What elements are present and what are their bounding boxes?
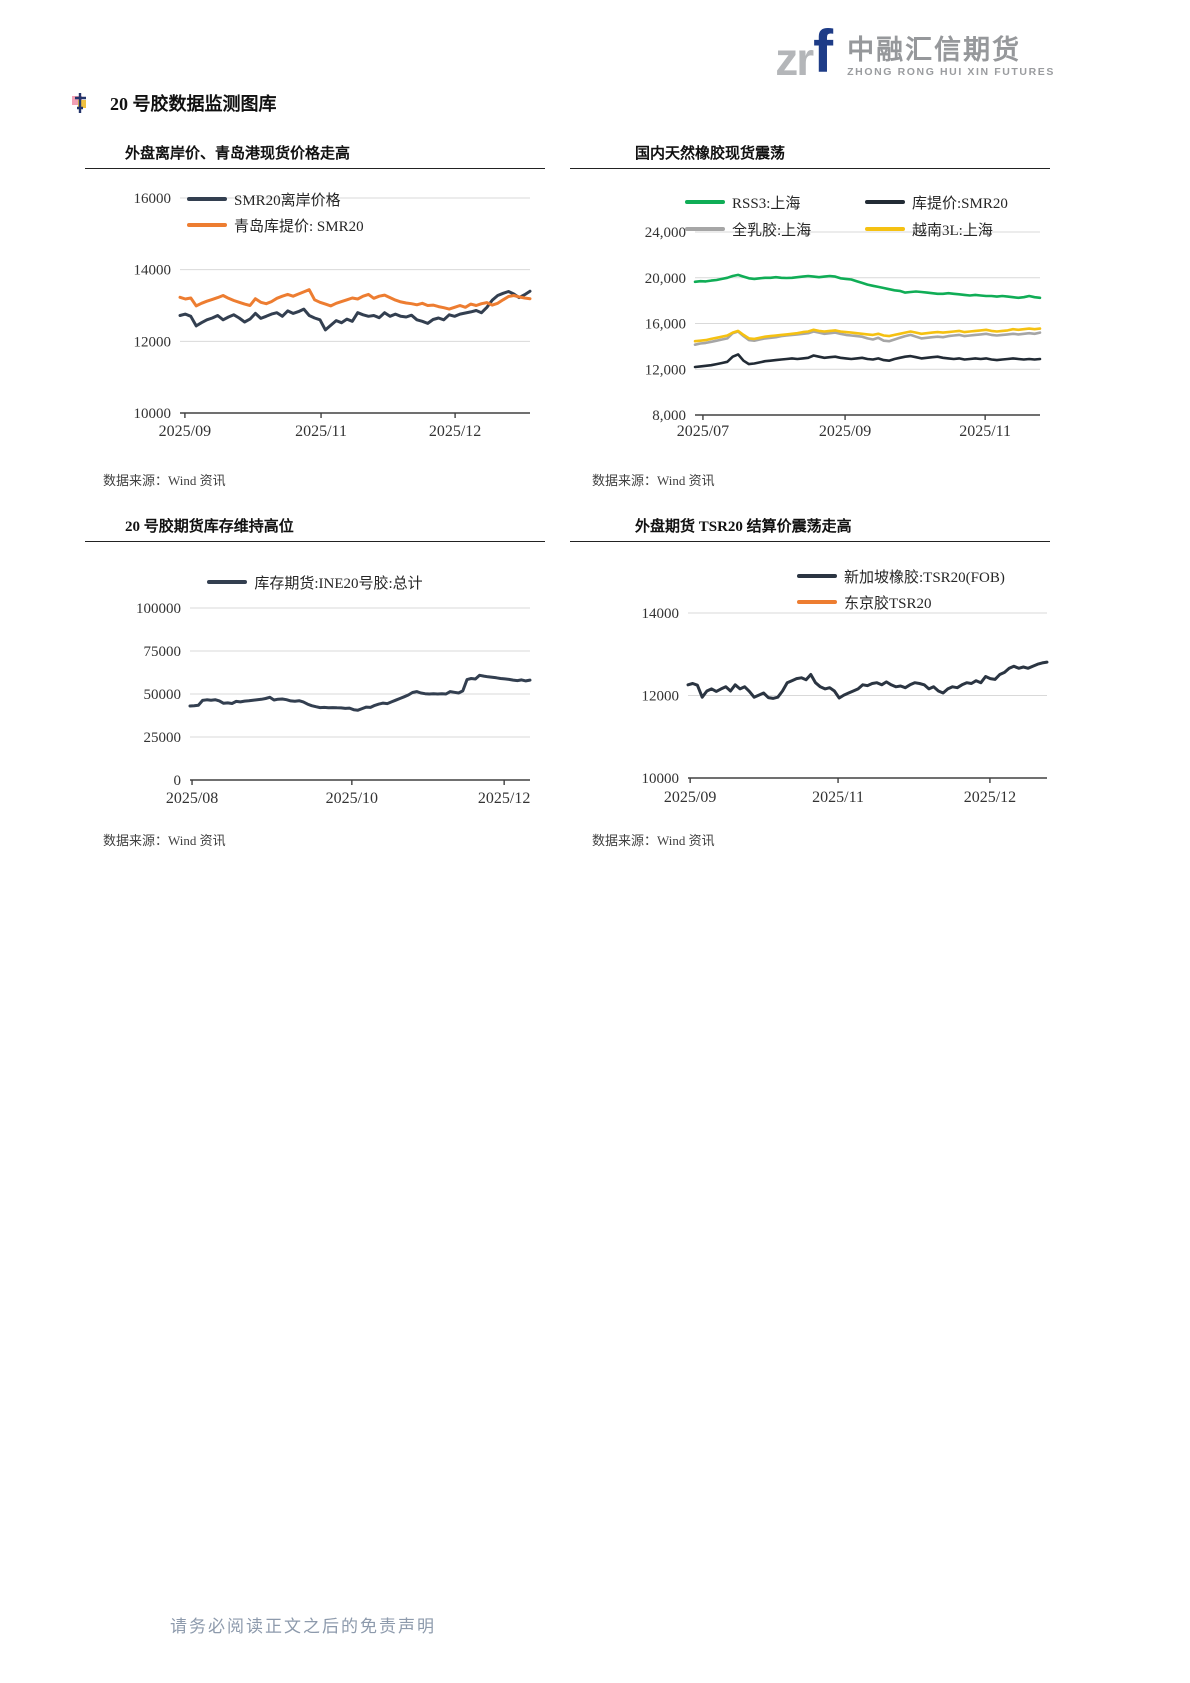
legend-item: 库存期货:INE20号胶:总计 [207, 569, 423, 595]
legend-item: 东京胶TSR20 [797, 589, 1005, 615]
data-source: 数据来源：Wind 资讯 [592, 833, 715, 848]
chart-legend: 新加坡橡胶:TSR20(FOB) 东京胶TSR20 [797, 563, 1005, 615]
legend-swatch [685, 200, 725, 204]
svg-text:10000: 10000 [134, 406, 172, 422]
svg-text:12,000: 12,000 [645, 362, 686, 378]
svg-text:2025/09: 2025/09 [664, 789, 716, 806]
legend-item: 全乳胶:上海 [685, 216, 865, 242]
company-name-en: ZHONG RONG HUI XIN FUTURES [847, 66, 1055, 78]
svg-text:20,000: 20,000 [645, 271, 686, 287]
data-source: 数据来源：Wind 资讯 [103, 833, 226, 848]
legend-item: 青岛库提价: SMR20 [187, 212, 364, 238]
chart-legend: SMR20离岸价格 青岛库提价: SMR20 [187, 186, 364, 238]
svg-text:2025/12: 2025/12 [429, 423, 481, 440]
svg-text:2025/12: 2025/12 [964, 789, 1016, 806]
logo-zrf-icon: zr f [775, 18, 834, 85]
legend-item: 新加坡橡胶:TSR20(FOB) [797, 563, 1005, 589]
logo-wordmark: 中融汇信期货 ZHONG RONG HUI XIN FUTURES [847, 34, 1055, 82]
svg-text:2025/10: 2025/10 [326, 790, 378, 807]
chart-card-ine-inventory: 20 号胶期货库存维持高位 库存期货:INE20号胶:总计 100000 7500… [85, 515, 545, 865]
svg-text:25000: 25000 [144, 730, 182, 746]
svg-text:12000: 12000 [642, 689, 680, 705]
legend-item: SMR20离岸价格 [187, 186, 364, 212]
svg-text:100000: 100000 [136, 601, 181, 617]
data-source: 数据来源：Wind 资讯 [592, 473, 715, 488]
svg-text:14000: 14000 [134, 263, 172, 279]
svg-text:2025/11: 2025/11 [295, 423, 347, 440]
legend-swatch [685, 227, 725, 231]
title-divider [85, 168, 545, 169]
logo-zr-text: zr [775, 33, 814, 85]
legend-swatch [865, 200, 905, 204]
legend-swatch [187, 197, 227, 201]
chart-title: 20 号胶期货库存维持高位 [125, 519, 294, 535]
legend-swatch [865, 227, 905, 231]
section-header: 20 号胶数据监测图库 [70, 90, 277, 116]
section-marker-icon [72, 93, 86, 113]
legend-label: 库提价:SMR20 [912, 195, 1008, 212]
company-name-cn: 中融汇信期货 [847, 34, 1022, 65]
legend-label: SMR20离岸价格 [234, 192, 341, 209]
legend-label: RSS3:上海 [732, 195, 801, 212]
svg-text:50000: 50000 [144, 687, 182, 703]
company-logo: zr f 中融汇信期货 ZHONG RONG HUI XIN FUTURES [775, 18, 1055, 85]
chart-card-tsr20-settlement: 外盘期货 TSR20 结算价震荡走高 新加坡橡胶:TSR20(FOB) 东京胶T… [570, 515, 1050, 865]
svg-text:2025/11: 2025/11 [959, 423, 1011, 440]
svg-text:8,000: 8,000 [652, 408, 686, 424]
legend-label: 库存期货:INE20号胶:总计 [254, 575, 423, 592]
legend-swatch [207, 580, 248, 584]
legend-swatch [187, 223, 227, 227]
svg-text:2025/12: 2025/12 [478, 790, 530, 807]
chart-legend: 库存期货:INE20号胶:总计 [85, 569, 545, 595]
logo-f-text: f [813, 18, 834, 85]
chart-title: 外盘期货 TSR20 结算价震荡走高 [635, 519, 852, 535]
legend-item: 越南3L:上海 [865, 216, 1008, 242]
legend-label: 新加坡橡胶:TSR20(FOB) [844, 569, 1005, 586]
svg-text:14000: 14000 [642, 606, 680, 622]
legend-label: 青岛库提价: SMR20 [234, 218, 364, 235]
svg-text:2025/08: 2025/08 [166, 790, 218, 807]
legend-label: 越南3L:上海 [912, 222, 993, 239]
title-divider [570, 168, 1050, 169]
svg-text:0: 0 [174, 773, 182, 789]
legend-swatch [797, 574, 837, 578]
svg-text:10000: 10000 [642, 771, 680, 787]
chart-legend: RSS3:上海 库提价:SMR20 全乳胶:上海 越南3L:上海 [685, 189, 1008, 243]
line-chart: 14000 12000 10000 2025/09 2025/11 2025/12 [642, 606, 1049, 806]
svg-text:2025/07: 2025/07 [677, 423, 729, 440]
legend-label: 东京胶TSR20 [844, 595, 932, 612]
title-divider [570, 541, 1050, 542]
legend-swatch [797, 600, 837, 604]
chart-card-domestic-spot: 国内天然橡胶现货震荡 RSS3:上海 库提价:SMR20 全乳胶:上海 越南3L… [570, 142, 1050, 502]
legend-item: RSS3:上海 [685, 189, 865, 215]
title-divider [85, 541, 545, 542]
disclaimer-footer: 请务必阅读正文之后的免责声明 [170, 1617, 436, 1636]
chart-card-offshore-qingdao: 外盘离岸价、青岛港现货价格走高 SMR20离岸价格 青岛库提价: SMR20 1… [85, 142, 545, 502]
section-title: 20 号胶数据监测图库 [110, 94, 277, 114]
data-source: 数据来源：Wind 资讯 [103, 473, 226, 488]
svg-text:24,000: 24,000 [645, 225, 686, 241]
svg-text:16000: 16000 [134, 191, 172, 207]
legend-label: 全乳胶:上海 [732, 222, 812, 239]
svg-text:75000: 75000 [144, 644, 182, 660]
svg-text:16,000: 16,000 [645, 317, 686, 333]
chart-title: 外盘离岸价、青岛港现货价格走高 [125, 146, 351, 162]
chart-title: 国内天然橡胶现货震荡 [635, 146, 786, 162]
svg-text:2025/09: 2025/09 [159, 423, 211, 440]
svg-text:12000: 12000 [134, 334, 172, 350]
svg-text:2025/09: 2025/09 [819, 423, 871, 440]
svg-text:2025/11: 2025/11 [812, 789, 864, 806]
legend-item: 库提价:SMR20 [865, 189, 1008, 215]
